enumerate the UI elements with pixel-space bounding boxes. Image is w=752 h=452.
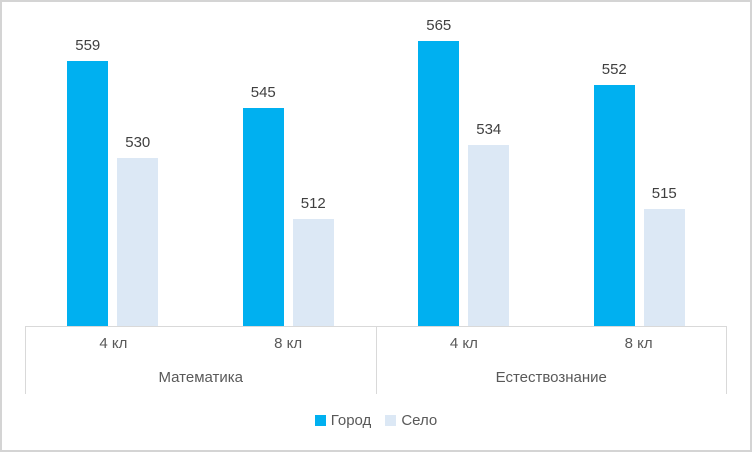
bar-value-label-selo-matematika-8kl: 512 <box>300 195 326 212</box>
bar-selo-matematika-4kl <box>117 158 159 326</box>
bar-value-label-gorod-estestvoznanie-4kl: 565 <box>426 17 452 34</box>
legend-item-gorod: Город <box>314 412 372 429</box>
bar-wrap: 515 <box>643 185 685 326</box>
plot-cell-estestvoznanie-8kl: 552 515 <box>552 2 728 326</box>
bar-wrap: 559 <box>67 37 109 326</box>
category-label-estestvoznanie-4kl: 4 кл <box>449 335 478 353</box>
bar-gorod-matematika-8kl <box>242 108 284 326</box>
plot-cell-matematika-8kl: 545 512 <box>201 2 377 326</box>
bar-value-label-selo-estestvoznanie-8kl: 515 <box>651 185 677 202</box>
legend-label-gorod: Город <box>330 412 372 429</box>
bar-wrap: 552 <box>593 61 635 326</box>
legend-item-selo: Село <box>385 413 437 428</box>
plot-area: 559 530 545 512 565 534 552 515 <box>25 2 727 326</box>
axis-subcategory-row: 4 кл 8 кл <box>26 327 376 361</box>
legend-label-selo: Село <box>401 412 438 429</box>
bar-value-label-gorod-matematika-4kl: 559 <box>75 37 101 54</box>
bar-wrap: 565 <box>418 17 460 326</box>
category-axis: 4 кл 8 кл Математика 4 кл 8 кл Естествоз… <box>25 326 727 394</box>
plot-cell-estestvoznanie-4kl: 565 534 <box>376 2 552 326</box>
axis-group-estestvoznanie: 4 кл 8 кл Естествознание <box>375 327 727 395</box>
bar-cluster: 565 534 <box>418 17 510 326</box>
category-group-label-estestvoznanie: Естествознание <box>495 368 607 386</box>
bar-wrap: 534 <box>468 121 510 326</box>
bar-value-label-gorod-estestvoznanie-8kl: 552 <box>601 61 627 78</box>
category-label-estestvoznanie-8kl: 8 кл <box>624 335 653 353</box>
bar-wrap: 545 <box>242 84 284 326</box>
bar-selo-estestvoznanie-8kl <box>643 209 685 326</box>
legend: Город Село <box>25 413 727 428</box>
bar-gorod-estestvoznanie-4kl <box>418 41 460 326</box>
bar-value-label-gorod-matematika-8kl: 545 <box>250 84 276 101</box>
axis-group-row: Математика <box>26 361 376 395</box>
category-label-matematika-4kl: 4 кл <box>99 335 128 353</box>
bar-value-label-selo-matematika-4kl: 530 <box>125 134 151 151</box>
plot-group-matematika: 559 530 545 512 <box>25 2 376 326</box>
bar-cluster: 552 515 <box>593 61 685 326</box>
bar-selo-estestvoznanie-4kl <box>468 145 510 326</box>
axis-group-row: Естествознание <box>377 361 727 395</box>
bar-selo-matematika-8kl <box>292 219 334 326</box>
bar-gorod-matematika-4kl <box>67 61 109 326</box>
category-label-matematika-8kl: 8 кл <box>274 335 303 353</box>
bar-cluster: 559 530 <box>67 37 159 326</box>
axis-subcategory-row: 4 кл 8 кл <box>377 327 727 361</box>
axis-group-matematika: 4 кл 8 кл Математика <box>25 327 376 394</box>
bar-wrap: 530 <box>117 134 159 326</box>
bar-wrap: 512 <box>292 195 334 326</box>
category-group-label-matematika: Математика <box>158 368 244 386</box>
bar-gorod-estestvoznanie-8kl <box>593 85 635 326</box>
plot-group-estestvoznanie: 565 534 552 515 <box>376 2 727 326</box>
bar-cluster: 545 512 <box>242 84 334 326</box>
legend-swatch-selo <box>385 415 397 426</box>
bar-value-label-selo-estestvoznanie-4kl: 534 <box>476 121 502 138</box>
plot-cell-matematika-4kl: 559 530 <box>25 2 201 326</box>
legend-swatch-gorod <box>314 415 326 426</box>
